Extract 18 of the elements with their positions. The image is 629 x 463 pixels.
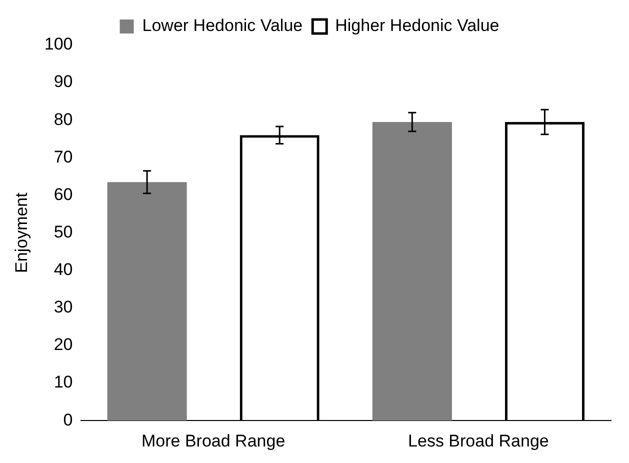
y-tick-label: 0: [63, 410, 73, 430]
y-tick-label: 40: [54, 260, 73, 280]
y-tick-label: 20: [54, 335, 73, 354]
y-tick-label: 80: [54, 110, 73, 129]
y-tick-label: 30: [54, 298, 73, 317]
y-tick-label: 100: [44, 34, 73, 54]
y-tick-label: 50: [54, 222, 73, 242]
x-tick-label: More Broad Range: [142, 431, 286, 450]
bar: [372, 122, 452, 421]
y-tick-label: 90: [54, 72, 73, 92]
bar: [107, 182, 187, 421]
legend-label: Higher Hedonic Value: [335, 16, 500, 36]
y-axis-title: Enjoyment: [12, 192, 31, 273]
legend-label: Lower Hedonic Value: [142, 16, 303, 36]
y-tick-label: 60: [54, 184, 73, 204]
y-tick-label: 70: [54, 147, 73, 166]
x-tick-label: Less Broad Range: [408, 431, 549, 450]
y-tick-label: 10: [54, 372, 73, 392]
